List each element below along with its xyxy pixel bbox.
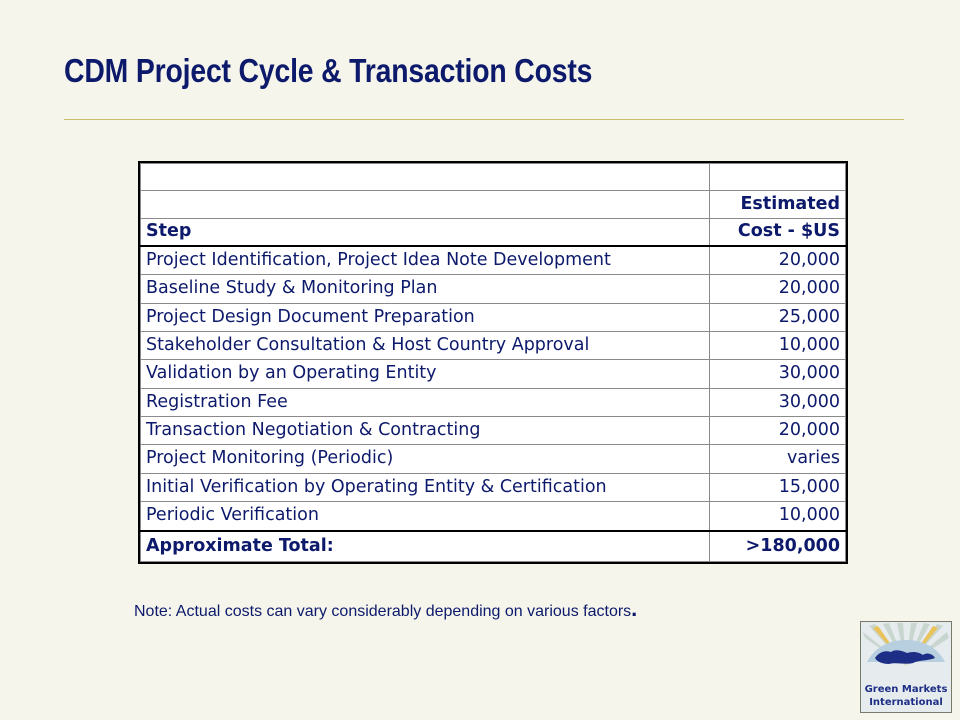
cost-cell: 15,000 <box>709 472 846 503</box>
table-row: Baseline Study & Monitoring Plan 20,000 <box>140 274 846 304</box>
step-cell: Validation by an Operating Entity <box>140 359 710 389</box>
cost-cell: 25,000 <box>709 302 846 333</box>
globe-sunburst-icon <box>861 623 951 684</box>
step-cell: Project Monitoring (Periodic) <box>140 444 710 474</box>
cost-cell: 20,000 <box>709 416 846 446</box>
step-cell: Initial Verification by Operating Entity… <box>140 472 710 503</box>
table-row: Transaction Negotiation & Contracting 20,… <box>140 416 846 446</box>
cost-table: Estimated Step Cost - $US Project Identi… <box>138 161 848 564</box>
total-label: Approximate Total: <box>140 529 710 562</box>
table-row: Initial Verification by Operating Entity… <box>140 472 846 503</box>
logo-text-line1: Green Markets <box>864 684 948 695</box>
cost-table-grid: Estimated Step Cost - $US Project Identi… <box>140 162 846 562</box>
header-cell <box>140 162 710 192</box>
table-row: Project Monitoring (Periodic) varies <box>140 444 846 474</box>
table-row: Periodic Verification 10,000 <box>140 501 846 532</box>
header-row-blank <box>140 162 846 192</box>
table-row: Validation by an Operating Entity 30,000 <box>140 359 846 389</box>
header-cell <box>140 190 710 219</box>
logo-text-line2: International <box>869 697 943 708</box>
footnote-text: Note: Actual costs can vary considerably… <box>134 603 632 620</box>
table-row: Project Design Document Preparation 25,00… <box>140 302 846 333</box>
step-cell: Project Identification, Project Idea Not… <box>140 245 710 276</box>
step-cell: Stakeholder Consultation & Host Country … <box>140 331 710 361</box>
cost-cell: 10,000 <box>709 331 846 361</box>
step-cell: Periodic Verification <box>140 501 710 532</box>
table-row: Stakeholder Consultation & Host Country … <box>140 331 846 361</box>
footnote: Note: Actual costs can vary considerably… <box>134 596 637 622</box>
step-cell: Registration Fee <box>140 387 710 418</box>
header-row-1: Estimated <box>140 190 846 219</box>
table-body: Project Identification, Project Idea Not… <box>140 245 846 532</box>
cost-cell: 30,000 <box>709 387 846 418</box>
total-cost: >180,000 <box>709 529 846 562</box>
table-row: Project Identification, Project Idea Not… <box>140 245 846 276</box>
footnote-period: . <box>631 596 638 621</box>
step-cell: Baseline Study & Monitoring Plan <box>140 274 710 304</box>
slide-title: CDM Project Cycle & Transaction Costs <box>64 52 593 89</box>
header-row-2: Step Cost - $US <box>140 217 846 248</box>
header-cost-line2: Cost - $US <box>709 217 846 248</box>
step-cell: Project Design Document Preparation <box>140 302 710 333</box>
cost-cell: varies <box>709 444 846 474</box>
title-divider <box>64 119 904 120</box>
cost-cell: 20,000 <box>709 274 846 304</box>
cost-cell: 20,000 <box>709 245 846 276</box>
step-cell: Transaction Negotiation & Contracting <box>140 416 710 446</box>
header-step: Step <box>140 217 710 248</box>
cost-cell: 30,000 <box>709 359 846 389</box>
header-cost-line1: Estimated <box>709 190 846 219</box>
total-row: Approximate Total: >180,000 <box>140 529 846 562</box>
green-markets-logo: Green Markets International <box>860 621 952 713</box>
cost-cell: 10,000 <box>709 501 846 532</box>
header-cell <box>709 162 846 192</box>
table-row: Registration Fee 30,000 <box>140 387 846 418</box>
